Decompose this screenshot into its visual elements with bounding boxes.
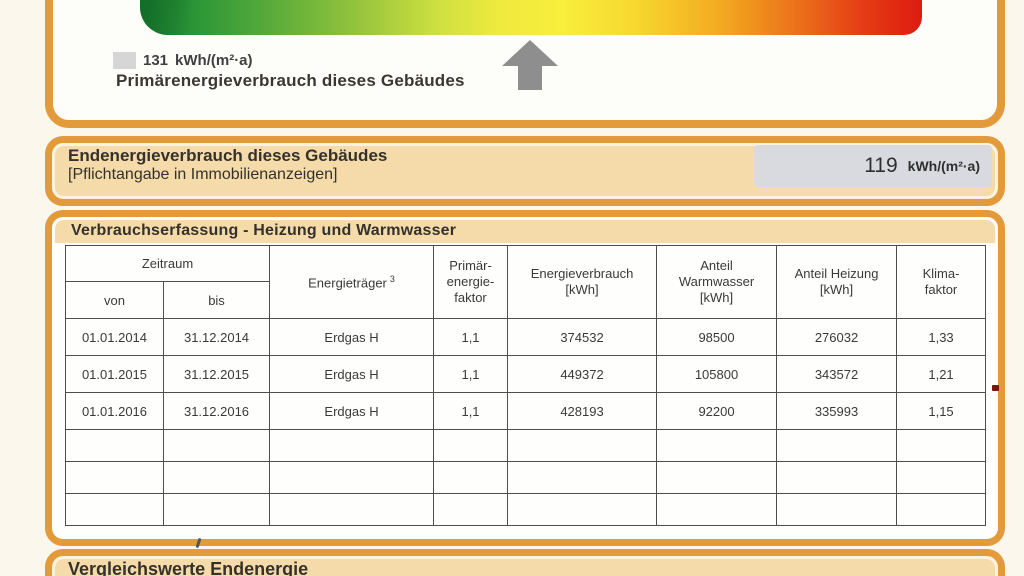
cell-anteil-heizung: 335993 [776,392,898,430]
footnote-marker: 3 [389,273,395,284]
consumption-panel: Verbrauchserfassung - Heizung und Warmwa… [45,210,1005,546]
energy-scale-gradient-bar [140,0,922,35]
col-header-bis: bis [162,281,271,319]
cell-anteil-warmwasser: 98500 [656,318,778,356]
scan-artifact-red-dot [992,385,999,391]
arrow-head [502,40,558,66]
consumption-title: Verbrauchserfassung - Heizung und Warmwa… [71,222,457,239]
cell-bis: 31.12.2014 [162,318,271,356]
cell-energieverbrauch: 428193 [507,392,658,430]
comparison-title: Vergleichswerte Endenergie [68,559,309,576]
cell-anteil-warmwasser: 105800 [656,355,778,393]
cell-anteil-heizung: 276032 [776,318,898,356]
cell-klimafaktor: 1,15 [896,392,987,430]
cell-anteil-heizung: 343572 [776,355,898,393]
final-energy-value: 119 [864,154,898,177]
empty-table-row [65,461,987,494]
table-row: 01.01.2014 31.12.2014 Erdgas H 1,1 37453… [65,318,987,356]
primary-energy-panel: 131 kWh/(m²·a) Primärenergieverbrauch di… [45,0,1005,128]
col-header-energietraeger: Energieträger 3 [269,245,435,319]
final-energy-title: Endenergieverbrauch dieses Gebäudes [68,146,388,165]
col-header-anteil-heizung: Anteil Heizung [kWh] [776,245,898,319]
col-header-klimafaktor: Klima- faktor [896,245,987,319]
cell-bis: 31.12.2015 [162,355,271,393]
cell-energieverbrauch: 374532 [507,318,658,356]
empty-table-row [65,429,987,462]
col-header-anteil-warmwasser: Anteil Warmwasser [kWh] [656,245,778,319]
primary-energy-value-row: 131 kWh/(m²·a) [113,50,253,70]
cell-energietraeger: Erdgas H [269,318,435,356]
value-swatch-icon [113,51,136,69]
cell-energietraeger: Erdgas H [269,355,435,393]
col-header-zeitraum: Zeitraum [64,245,271,282]
empty-table-row [65,493,987,526]
col-header-von: von [65,281,164,319]
cell-primaerfaktor: 1,1 [433,392,509,430]
table-row: 01.01.2016 31.12.2016 Erdgas H 1,1 42819… [65,392,987,430]
cell-primaerfaktor: 1,1 [433,318,509,356]
col-header-energieverbrauch: Energieverbrauch [kWh] [507,245,658,319]
scale-pointer-arrow-icon [502,40,558,90]
final-energy-subtitle: [Pflichtangabe in Immobilienanzeigen] [68,166,338,183]
cell-primaerfaktor: 1,1 [433,355,509,393]
cell-bis: 31.12.2016 [162,392,271,430]
table-row: 01.01.2015 31.12.2015 Erdgas H 1,1 44937… [65,355,987,393]
arrow-stem [518,66,542,90]
cell-von: 01.01.2016 [65,392,164,430]
cell-klimafaktor: 1,21 [896,355,987,393]
cell-von: 01.01.2015 [65,355,164,393]
comparison-panel: Vergleichswerte Endenergie [45,549,1005,576]
final-energy-panel: Endenergieverbrauch dieses Gebäudes [Pfl… [45,136,1005,206]
col-header-primaerfaktor: Primär- energie- faktor [433,245,509,319]
primary-energy-caption: Primärenergieverbrauch dieses Gebäudes [116,71,465,90]
primary-energy-unit: kWh/(m²·a) [175,51,253,69]
cell-energietraeger: Erdgas H [269,392,435,430]
cell-energieverbrauch: 449372 [507,355,658,393]
final-energy-unit: kWh/(m²·a) [907,158,980,174]
consumption-header-band: Verbrauchserfassung - Heizung und Warmwa… [55,220,995,243]
cell-von: 01.01.2014 [65,318,164,356]
cell-klimafaktor: 1,33 [896,318,987,356]
primary-energy-value: 131 [143,51,169,69]
cell-anteil-warmwasser: 92200 [656,392,778,430]
consumption-table: Zeitraum Energieträger 3 Primär- energie-… [64,245,987,526]
final-energy-value-box: 119 kWh/(m²·a) [754,145,992,187]
